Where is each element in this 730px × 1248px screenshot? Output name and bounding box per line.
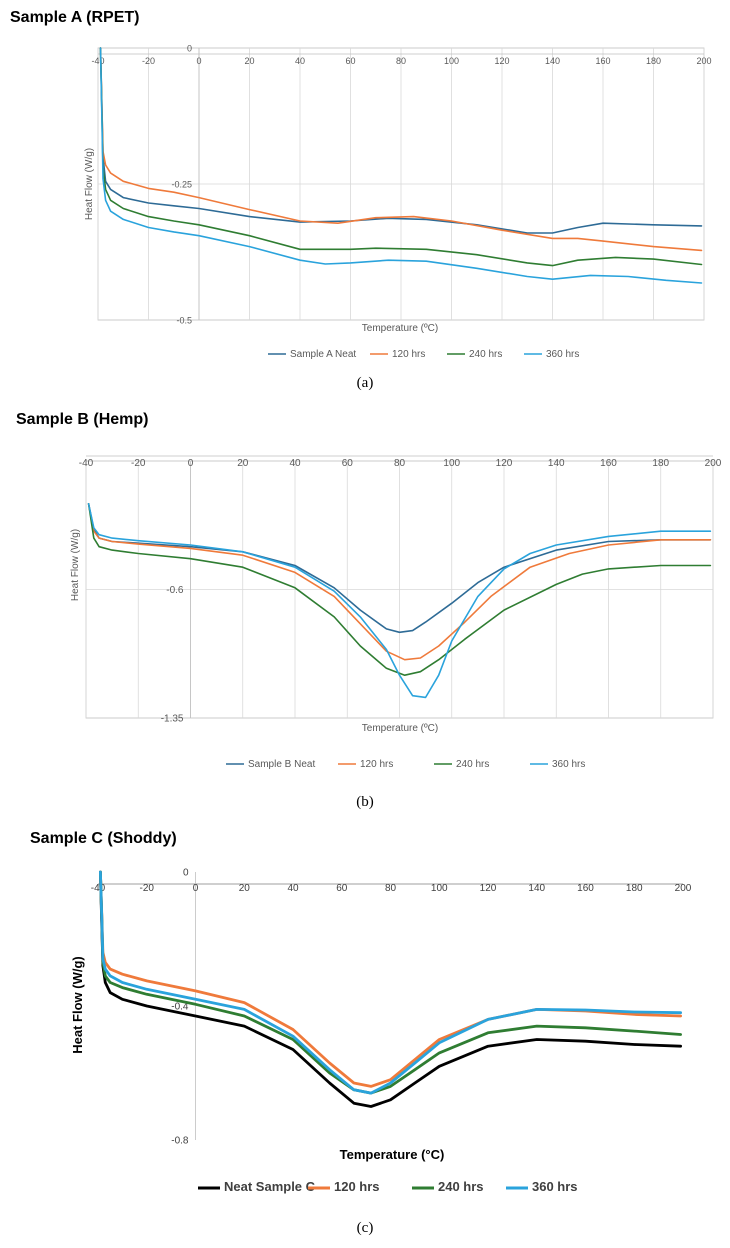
x-tick-label: -40 [79,458,94,469]
x-tick-label: 80 [396,56,406,66]
legend-label: Sample A Neat [290,349,356,360]
x-axis-title: Temperature (ºC) [362,323,438,334]
y-tick-label: -0.25 [171,180,192,190]
legend-label: 360 hrs [532,1179,578,1194]
legend-label: 120 hrs [334,1179,380,1194]
legend-label: 120 hrs [360,759,393,770]
x-tick-label: -20 [131,458,146,469]
series-line-2 [99,870,682,1095]
x-tick-label: 140 [548,458,565,469]
legend-label: Neat Sample C [224,1179,316,1194]
series-line-1 [99,47,703,252]
series-line-0 [99,47,703,234]
x-tick-label: -40 [91,56,104,66]
x-tick-label: 40 [287,883,299,894]
x-tick-label: 140 [528,883,545,894]
legend-label: Sample B Neat [248,759,315,770]
x-tick-label: 140 [545,56,560,66]
x-tick-label: 160 [577,883,594,894]
panel-caption: (a) [357,375,374,391]
panel-caption: (c) [357,1220,374,1236]
y-axis-title: Heat Flow (W/g) [70,529,81,601]
x-tick-label: 100 [431,883,448,894]
x-axis-title: Temperature (°C) [340,1147,445,1162]
panel-caption: (b) [356,794,374,810]
x-tick-label: 80 [394,458,406,469]
x-tick-label: 60 [336,883,348,894]
x-tick-label: 20 [237,458,249,469]
legend-label: 240 hrs [469,349,502,360]
x-tick-label: -40 [91,883,106,894]
x-tick-label: 180 [626,883,643,894]
x-tick-label: 160 [600,458,617,469]
y-tick-label: -0.8 [171,1136,189,1147]
chart-title: Sample B (Hemp) [16,411,148,428]
x-tick-label: 80 [385,883,397,894]
x-tick-label: 120 [496,458,513,469]
chart-panel-2: Sample C (Shoddy) -40 -20 0 20 40 60 80 100 120 14… [30,830,692,1236]
y-tick-label: 0 [183,868,189,879]
x-tick-label: 0 [196,56,201,66]
x-tick-label: 40 [289,458,301,469]
y-axis-title: Heat Flow (W/g) [70,956,85,1054]
x-tick-label: 0 [193,883,199,894]
legend-label: 120 hrs [392,349,425,360]
legend-label: 360 hrs [552,759,585,770]
legend-label: 240 hrs [438,1179,484,1194]
y-tick-label: -0.6 [166,585,184,596]
x-tick-label: 160 [595,56,610,66]
x-tick-label: 20 [239,883,251,894]
x-tick-label: 180 [652,458,669,469]
y-tick-label: 0 [187,44,192,54]
y-tick-label: -0.4 [171,1002,189,1013]
x-tick-label: 200 [675,883,692,894]
series-line-2 [87,503,712,676]
series-line-3 [87,503,712,699]
x-tick-label: 100 [444,56,459,66]
legend-label: 360 hrs [546,349,579,360]
x-tick-label: 120 [480,883,497,894]
series-line-2 [99,47,703,267]
x-axis-title: Temperature (ºC) [362,723,438,734]
chart-title: Sample C (Shoddy) [30,830,177,847]
x-tick-label: 180 [646,56,661,66]
x-tick-label: 20 [244,56,254,66]
legend-label: 240 hrs [456,759,489,770]
x-tick-label: 100 [443,458,460,469]
x-tick-label: 120 [494,56,509,66]
chart-title: Sample A (RPET) [10,9,140,26]
y-tick-label: -0.5 [176,316,192,326]
x-tick-label: 0 [188,458,194,469]
x-tick-label: 200 [696,56,711,66]
x-tick-label: -20 [140,883,155,894]
chart-panel-1: Sample B (Hemp) -40 -20 0 20 40 60 80 100 120 140 1… [16,411,722,810]
series-line-3 [99,47,703,284]
y-axis-title: Heat Flow (W/g) [84,148,95,220]
series-line-3 [99,870,682,1095]
y-tick-label: -1.35 [161,714,184,725]
x-tick-label: 40 [295,56,305,66]
chart-panel-0: Sample A (RPET) -40 -20 0 20 40 60 80 100 120 140 1… [10,9,712,391]
x-tick-label: 60 [345,56,355,66]
x-tick-label: 60 [342,458,354,469]
series-line-0 [99,870,682,1108]
x-tick-label: -20 [142,56,155,66]
series-line-1 [99,870,682,1088]
x-tick-label: 200 [705,458,722,469]
